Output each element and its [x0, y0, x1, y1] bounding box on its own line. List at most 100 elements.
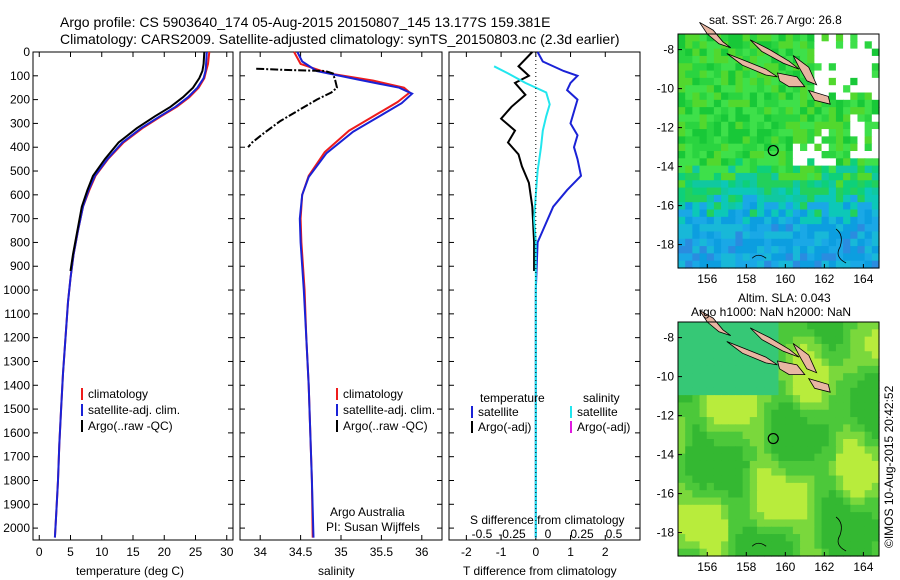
map-cell	[678, 85, 686, 94]
map-cell	[771, 402, 780, 411]
map-cell	[764, 322, 772, 330]
map2-title-line2: Argo h1000: NaN h2000: NaN	[691, 305, 851, 319]
map-cell	[713, 497, 722, 506]
map-cell	[807, 231, 815, 240]
map-cell	[792, 402, 801, 411]
map-cell	[814, 253, 823, 262]
map-cell	[807, 143, 815, 152]
map-cell	[864, 194, 873, 203]
map-cell	[814, 180, 823, 189]
map-cell	[706, 114, 715, 123]
map-cell	[771, 519, 780, 528]
map-cell	[828, 490, 837, 499]
map-cell	[692, 482, 701, 491]
map-cell	[735, 180, 744, 189]
map-cell	[864, 143, 873, 152]
map-cell	[871, 351, 880, 360]
plot-frame	[239, 51, 443, 541]
map-cell	[800, 343, 808, 352]
map-cell	[756, 431, 765, 440]
map-cell	[728, 424, 737, 433]
map-cell	[792, 187, 801, 196]
map-cell	[735, 158, 744, 167]
map-cell	[864, 77, 873, 86]
map-cell	[692, 373, 701, 382]
map-cell	[792, 107, 801, 116]
map-cell	[692, 92, 701, 101]
map-cell	[828, 231, 837, 240]
map-cell	[699, 373, 708, 382]
map-cell	[864, 497, 873, 506]
map-cell	[828, 194, 837, 203]
map-cell	[871, 373, 880, 382]
map-cell	[742, 504, 751, 513]
map-cell	[764, 202, 772, 211]
map-cell	[685, 373, 693, 382]
map-cell	[800, 329, 808, 338]
map-cell	[778, 187, 787, 196]
map-cell	[728, 158, 737, 167]
map-cell	[850, 202, 859, 211]
map-cell	[735, 497, 744, 506]
map-cell	[785, 497, 794, 506]
map-cell	[864, 439, 873, 447]
map-cell	[756, 172, 765, 181]
map-cell	[864, 209, 873, 218]
map-cell	[742, 387, 751, 396]
map-cell	[814, 70, 823, 79]
map-cell	[735, 439, 744, 447]
map-cell	[871, 70, 880, 79]
map-cell	[685, 380, 693, 389]
map1-title: sat. SST: 26.7 Argo: 26.8	[709, 13, 842, 27]
map-cell	[864, 34, 873, 42]
y-tick-label: 300	[10, 116, 30, 130]
map-cell	[706, 253, 715, 262]
map-cell	[771, 209, 780, 218]
map-cell	[713, 238, 722, 247]
map-cell	[749, 77, 758, 86]
map-cell	[857, 114, 866, 123]
map-cell	[807, 224, 815, 233]
map-cell	[685, 194, 693, 203]
map-cell	[835, 373, 844, 382]
map-cell	[828, 209, 837, 218]
map-cell	[756, 165, 765, 174]
map-cell	[821, 534, 830, 542]
map-cell	[850, 548, 859, 557]
legend-entry: satellite	[577, 405, 618, 419]
map-cell	[821, 231, 830, 240]
map-cell	[735, 402, 744, 411]
map-cell	[678, 238, 686, 247]
map-cell	[800, 322, 808, 330]
map-cell	[735, 209, 744, 218]
map-cell	[699, 253, 708, 262]
map-cell	[814, 512, 823, 521]
map-cell	[749, 158, 758, 167]
map-cell	[785, 99, 794, 108]
map-cell	[706, 380, 715, 389]
map-cell	[685, 55, 693, 64]
map-cell	[735, 48, 744, 57]
map-cell	[778, 253, 787, 262]
map-cell	[857, 358, 866, 367]
map-cell	[685, 460, 693, 469]
map-cell	[756, 107, 765, 116]
bathy-contour	[751, 254, 767, 259]
map-cell	[713, 395, 722, 404]
map-cell	[692, 402, 701, 411]
map-cell	[728, 541, 737, 550]
map-cell	[742, 107, 751, 116]
map-cell	[785, 136, 794, 145]
map-cell	[735, 136, 744, 145]
map-cell	[778, 172, 787, 181]
map-cell	[742, 417, 751, 425]
map-cell	[871, 202, 880, 211]
map-cell	[807, 526, 815, 535]
island	[776, 360, 806, 376]
map-cell	[850, 41, 859, 50]
map-cell	[742, 336, 751, 345]
map-cell	[835, 409, 844, 418]
map-cell	[843, 92, 851, 101]
map-cell	[706, 70, 715, 79]
map-cell	[721, 34, 729, 42]
